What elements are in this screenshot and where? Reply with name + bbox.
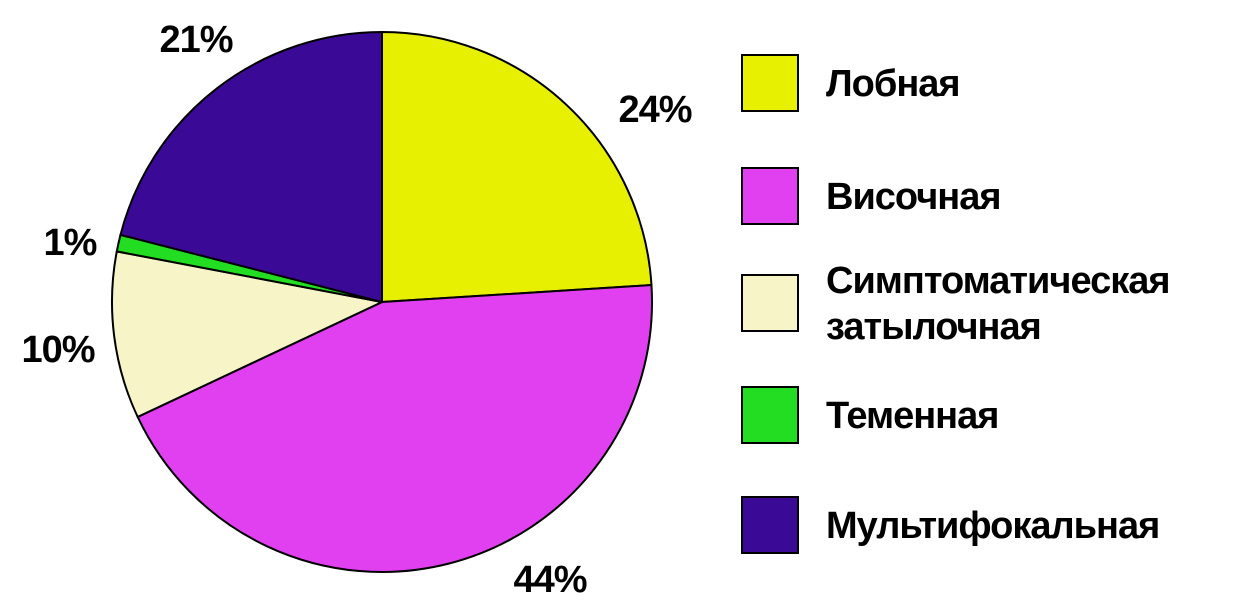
legend-swatch (741, 386, 799, 444)
legend-swatch (741, 274, 799, 332)
legend-label: затылочная (826, 306, 1041, 348)
legend-swatch (741, 496, 799, 554)
pie-slice-симптоматическая-затылочная (111, 250, 386, 419)
legend-item: Лобная (741, 54, 961, 112)
pie-slice-лобная (381, 30, 653, 304)
legend-item: Теменная (741, 386, 999, 444)
legend: Лобная Височная Симптоматическаязатылочная… (741, 54, 1171, 554)
pie-slice-мультифокальная (119, 30, 383, 304)
legend-label: Лобная (826, 63, 960, 105)
legend-swatch (741, 54, 799, 112)
pie-value-label: 1% (44, 222, 97, 264)
pie-value-label: 44% (513, 559, 586, 600)
legend-label: Теменная (826, 395, 998, 437)
legend-label: Симптоматическая (826, 260, 1170, 302)
pie-value-label: 21% (159, 19, 232, 61)
legend-label: Мультифокальная (826, 505, 1159, 547)
pie-slices (111, 30, 653, 573)
legend-item: Височная (741, 167, 1002, 225)
legend-swatch (741, 167, 799, 225)
pie-value-label: 10% (21, 329, 94, 371)
pie-value-labels: 24% 44% 10% 1% 21% (21, 19, 692, 600)
pie-value-label: 24% (618, 89, 691, 131)
legend-item: Мультифокальная (741, 496, 1160, 554)
legend-label: Височная (826, 176, 1001, 218)
